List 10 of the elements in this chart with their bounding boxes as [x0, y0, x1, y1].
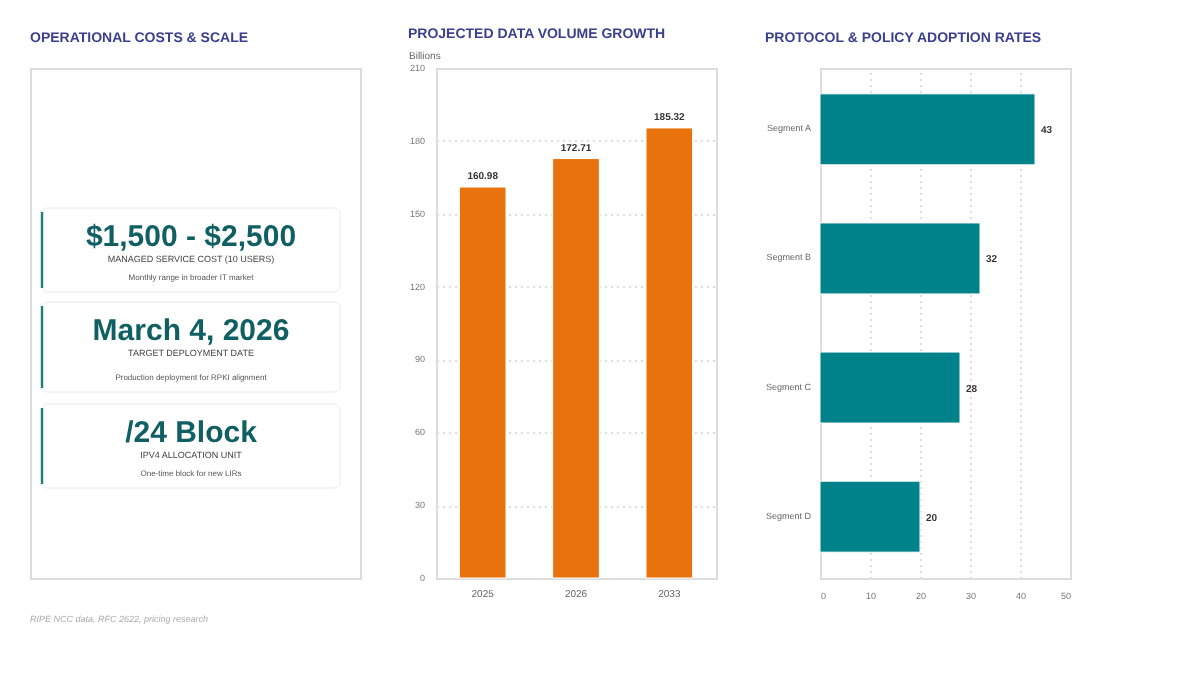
- bar: [819, 93, 1036, 166]
- bar: [552, 158, 600, 579]
- text: $1,500 - $2,500: [85, 220, 297, 254]
- text: March 4, 2026: [92, 314, 290, 348]
- bar: [645, 127, 694, 579]
- bar: [819, 480, 921, 553]
- bar: [458, 186, 507, 579]
- bar: [819, 351, 961, 424]
- bar: [819, 222, 981, 295]
- text: /24 Block: [125, 416, 259, 450]
